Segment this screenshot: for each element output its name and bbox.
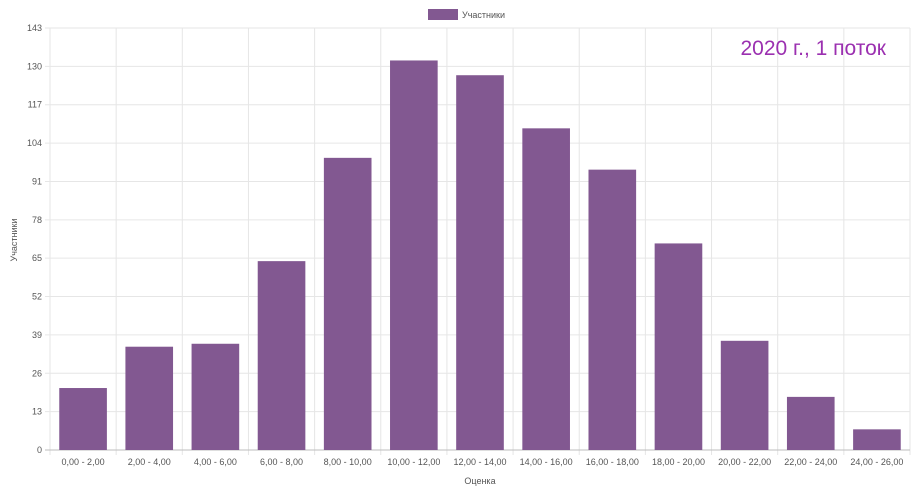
x-tick-label: 0,00 - 2,00 [62,457,105,467]
y-axis-ticks: 0 13 26 39 52 65 78 91 104 117 130 143 [27,23,42,455]
y-tick-label: 91 [32,176,42,186]
x-tick-label: 24,00 - 26,00 [850,457,903,467]
y-tick-label: 130 [27,61,42,71]
x-tick-label: 10,00 - 12,00 [387,457,440,467]
legend[interactable]: Участники [428,9,505,20]
x-tick-label: 8,00 - 10,00 [324,457,372,467]
bar[interactable] [786,396,835,450]
bar[interactable] [390,60,438,450]
bar[interactable] [720,340,769,450]
x-tick-label: 12,00 - 14,00 [453,457,506,467]
x-tick-label: 6,00 - 8,00 [260,457,303,467]
x-tick-label: 2,00 - 4,00 [128,457,171,467]
bar[interactable] [257,261,306,450]
y-tick-label: 39 [32,330,42,340]
x-tick-label: 18,00 - 20,00 [652,457,705,467]
x-tick-label: 20,00 - 22,00 [718,457,771,467]
bar[interactable] [125,346,174,450]
y-tick-label: 26 [32,368,42,378]
y-tick-label: 0 [37,445,42,455]
y-tick-label: 104 [27,138,42,148]
chart-annotation: 2020 г., 1 поток [740,37,886,60]
y-tick-label: 65 [32,253,42,263]
y-axis-title: Участники [9,219,19,262]
y-tick-label: 143 [27,23,42,33]
legend-swatch [428,9,458,20]
y-tick-label: 117 [28,100,42,110]
x-tick-label: 22,00 - 24,00 [784,457,837,467]
x-tick-label: 14,00 - 16,00 [520,457,573,467]
bar[interactable] [323,157,372,450]
bar[interactable] [522,128,570,450]
grid [45,27,911,455]
bar[interactable] [59,388,107,450]
y-tick-label: 13 [32,407,42,417]
bar[interactable] [456,75,504,450]
bars [59,60,901,451]
x-axis-ticks: 0,00 - 2,00 2,00 - 4,00 4,00 - 6,00 6,00 - … [62,457,904,467]
y-tick-label: 52 [32,292,42,302]
x-tick-label: 16,00 - 18,00 [586,457,639,467]
legend-label: Участники [462,10,505,20]
bar[interactable] [853,429,901,450]
bar[interactable] [588,169,637,451]
x-axis-title: Оценка [464,476,495,486]
bar[interactable] [654,243,703,450]
x-tick-label: 4,00 - 6,00 [194,457,237,467]
y-tick-label: 78 [32,215,42,225]
bar[interactable] [191,343,240,450]
